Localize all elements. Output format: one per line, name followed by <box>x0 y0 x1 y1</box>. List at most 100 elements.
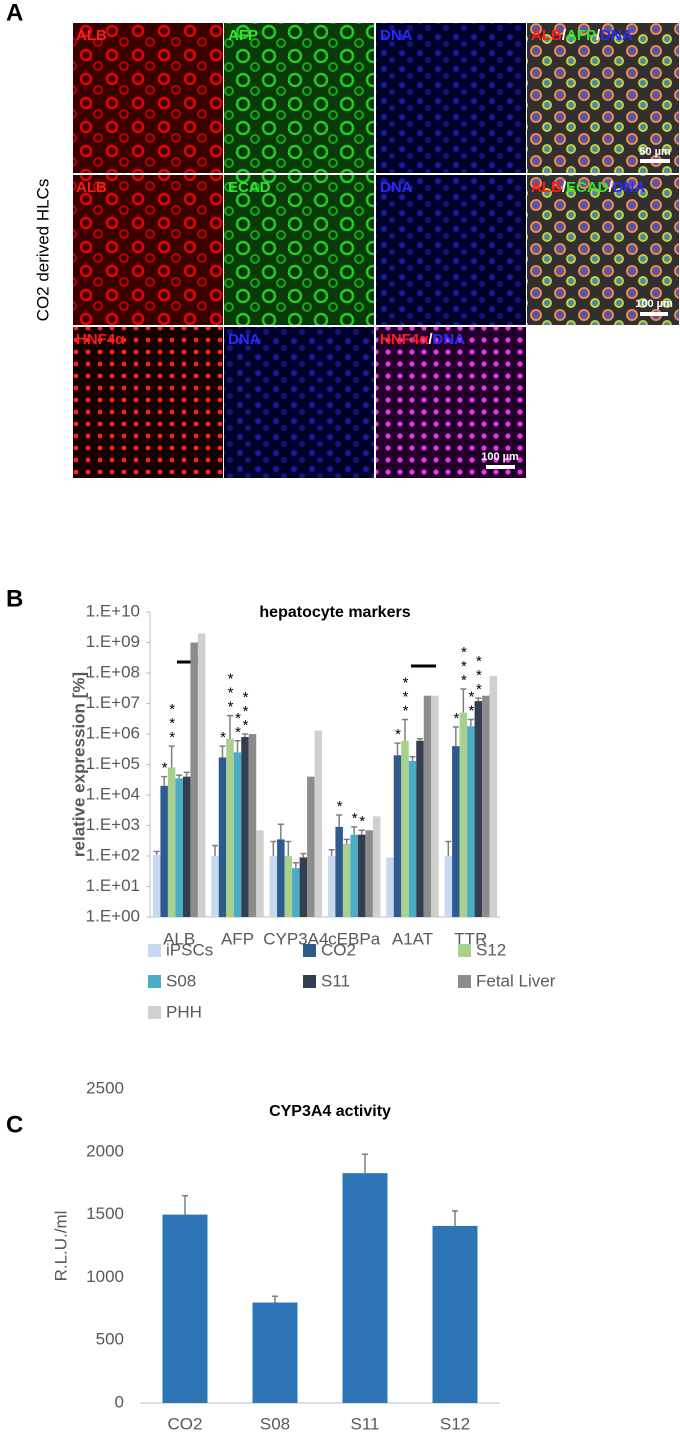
error-bar <box>234 740 241 753</box>
panel-label: A <box>6 0 23 26</box>
tile-label: ALB/AFP/DNA <box>531 27 633 44</box>
significance: *** <box>237 689 254 731</box>
bar <box>431 695 439 917</box>
bar <box>162 1214 208 1403</box>
significance: * <box>331 798 348 812</box>
error-bar <box>452 1210 458 1226</box>
bar <box>197 633 206 917</box>
x-tick-label: S08 <box>260 1414 290 1433</box>
bar <box>386 857 394 917</box>
scale-bar-label: 50 µm <box>639 146 671 158</box>
tile-label: DNA <box>380 27 413 44</box>
bar <box>292 868 300 917</box>
scale-bar-label: 100 µm <box>635 298 673 310</box>
image-tile <box>376 23 526 173</box>
bar <box>314 730 323 917</box>
error-bar <box>292 862 299 869</box>
legend-label: iPSCs <box>166 940 213 959</box>
scale-bars: 50 µm 100 µm 100 µm <box>481 146 673 469</box>
bar <box>284 856 293 917</box>
bar <box>342 843 351 917</box>
image-tile <box>73 23 223 173</box>
legend-swatch <box>303 944 316 957</box>
image-tile <box>224 23 374 173</box>
y-tick-label: 1000 <box>86 1267 124 1286</box>
x-tick-label: TTR <box>454 929 487 948</box>
significance: * <box>354 813 371 827</box>
bar <box>269 856 278 917</box>
tile-label: ALB/ECAD/DNA <box>531 179 645 196</box>
bar <box>401 740 409 917</box>
error-bar <box>351 826 358 835</box>
legend-label: PHH <box>166 1002 202 1021</box>
bar <box>408 761 417 917</box>
scale-bar <box>640 312 668 316</box>
tile-label: ALB <box>76 179 107 196</box>
error-bar <box>452 726 459 747</box>
legend-swatch <box>148 1006 161 1019</box>
error-bar <box>212 844 218 856</box>
y-tick-label: 2500 <box>86 1078 124 1097</box>
y-tick-label: 1.E+01 <box>86 876 140 895</box>
error-bar <box>176 774 183 779</box>
legend-label: S08 <box>166 971 196 990</box>
bar <box>218 757 227 917</box>
tile-label: ALB <box>76 27 107 44</box>
y-tick-label: 1.E+05 <box>86 754 140 773</box>
bar <box>256 830 264 917</box>
legend-label: CO2 <box>321 940 356 959</box>
x-tick-label: cEBPa <box>328 929 381 948</box>
error-bar <box>182 1195 188 1215</box>
error-bar <box>227 714 233 739</box>
significance: ** <box>230 710 247 738</box>
bar <box>175 778 183 917</box>
bar <box>160 785 168 917</box>
x-tick-label: S11 <box>351 1414 380 1433</box>
tile-labels: ALB AFP DNA ALB/AFP/DNA ALB ECAD DNA ALB… <box>76 27 645 348</box>
bar <box>365 830 373 917</box>
error-bar <box>336 814 343 827</box>
bar <box>335 826 343 917</box>
image-tile <box>527 23 679 173</box>
legend-swatch <box>148 975 161 988</box>
tile-label: DNA <box>228 331 261 348</box>
error-bar <box>445 840 452 856</box>
significance: *** <box>455 644 472 686</box>
tiles <box>73 23 679 478</box>
bar <box>226 738 234 917</box>
y-tick-label: 1.E+00 <box>86 906 140 925</box>
bar <box>299 857 308 917</box>
bar <box>327 856 336 917</box>
y-axis-label: R.L.U./ml <box>51 1211 70 1282</box>
error-bar <box>272 1295 278 1303</box>
bar <box>357 834 366 917</box>
bar <box>459 712 468 917</box>
bar <box>452 746 460 917</box>
bar <box>474 701 483 917</box>
error-bar <box>467 718 474 727</box>
scale-bar <box>640 159 670 163</box>
bar <box>432 1225 478 1403</box>
panel-label: B <box>6 585 23 612</box>
y-tick-label: 0 <box>115 1392 124 1411</box>
y-tick-label: 500 <box>96 1330 124 1349</box>
bar <box>416 740 424 917</box>
bar <box>350 834 358 917</box>
legend-swatch <box>458 944 471 957</box>
bar <box>248 734 257 917</box>
x-tick-label: A1AT <box>392 929 433 948</box>
legend-swatch <box>303 975 316 988</box>
significance: * <box>390 726 407 740</box>
significance: *** <box>470 653 487 695</box>
scale-bar <box>486 465 515 469</box>
legend-swatch <box>148 944 161 957</box>
x-tick-label: CO2 <box>168 1414 203 1433</box>
y-tick-label: 1.E+06 <box>86 723 140 742</box>
image-tile <box>73 175 223 325</box>
error-bar <box>161 775 168 786</box>
bar <box>190 642 198 917</box>
tile-label: HNF4α/DNA <box>380 331 465 348</box>
tile-label: HNF4α <box>76 331 125 348</box>
image-tile <box>224 175 374 325</box>
